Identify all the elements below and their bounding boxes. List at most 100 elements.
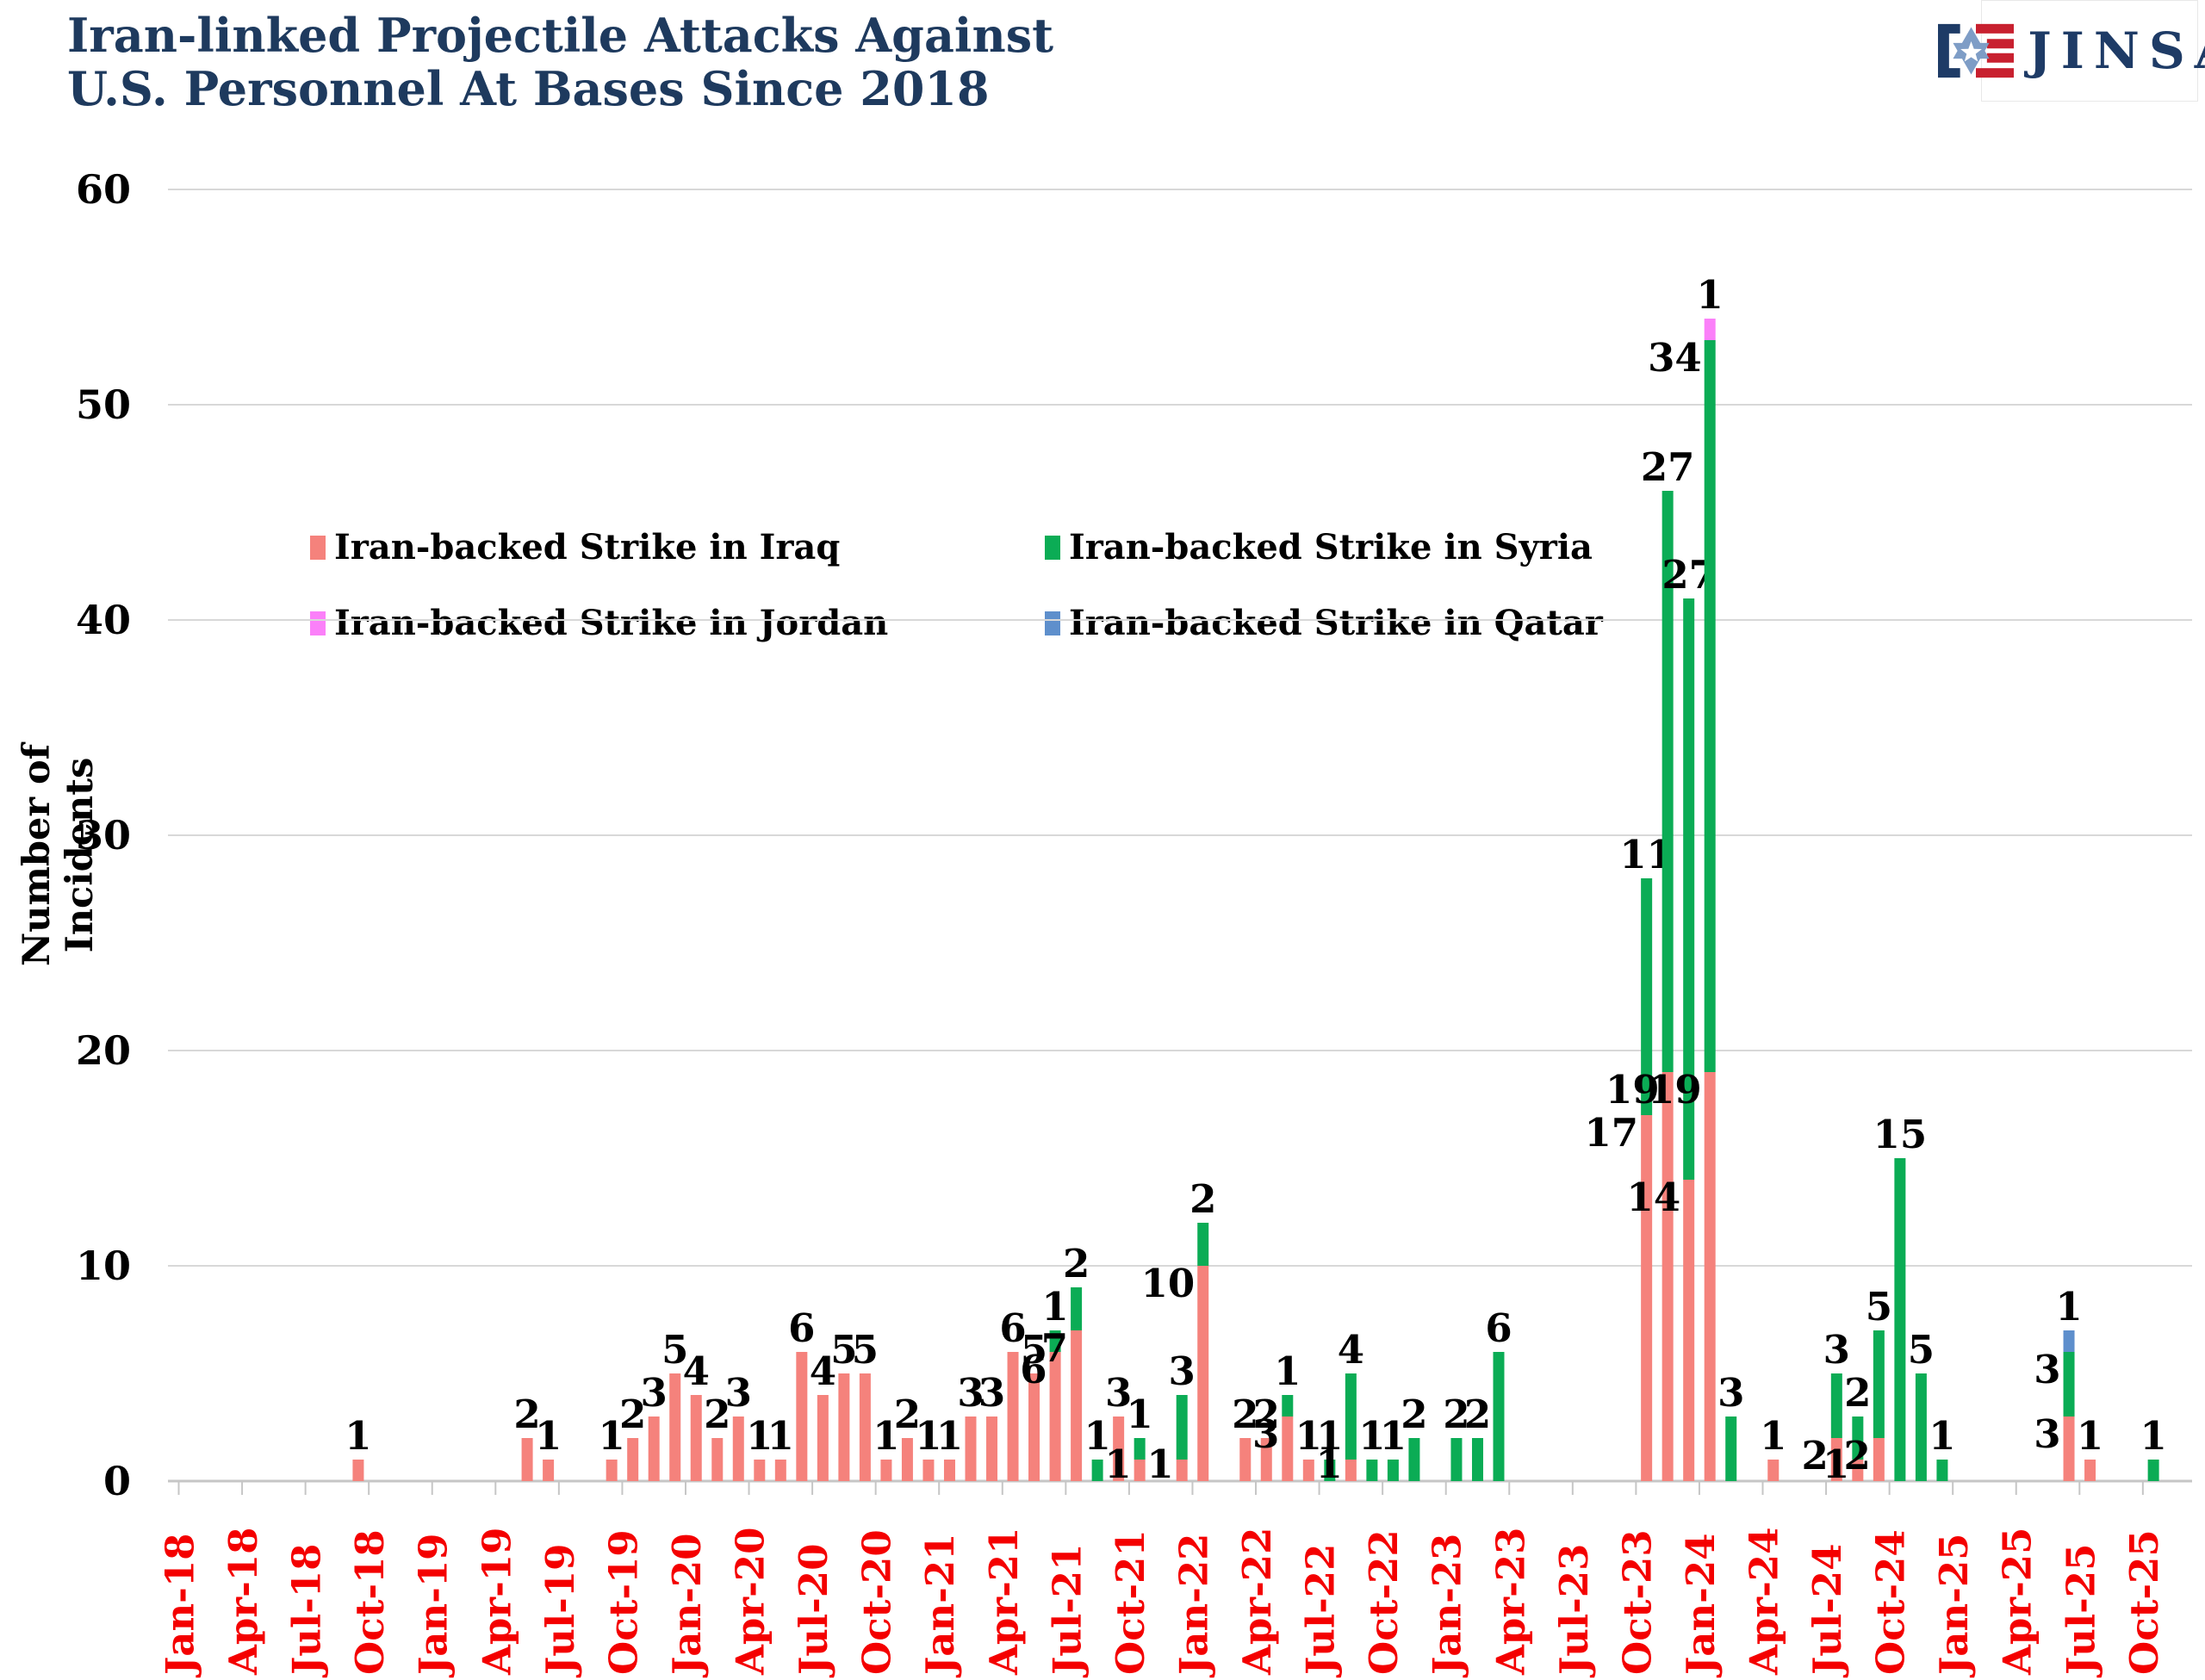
bar-label: 1 — [915, 1413, 941, 1459]
bar-label: 3 — [641, 1370, 668, 1416]
x-tick-label: Apr-20 — [728, 1528, 773, 1676]
bar-segment-syria — [1197, 1223, 1209, 1266]
legend-swatch-iraq — [310, 535, 326, 560]
bar-segment-iraq — [817, 1395, 829, 1481]
legend-item-jordan: Iran-backed Strike in Jordan — [310, 603, 888, 643]
bar-label: 1 — [746, 1413, 773, 1459]
bar-label: 2 — [894, 1392, 921, 1437]
bar-segment-syria — [1915, 1373, 1927, 1481]
bar-segment-syria — [1830, 1373, 1842, 1438]
bar-segment-iraq — [732, 1417, 744, 1481]
bar-segment-iraq — [1830, 1438, 1842, 1481]
bar-label: 1 — [1823, 1441, 1849, 1487]
legend-swatch-qatar — [1045, 611, 1060, 635]
bar-segment-syria — [1071, 1287, 1083, 1330]
bar-label: 2 — [619, 1392, 646, 1437]
bar-segment-jordan — [1704, 319, 1716, 340]
bar-segment-syria — [1704, 340, 1716, 1072]
x-tick-label: Apr-23 — [1488, 1528, 1533, 1676]
bar-label: 3 — [1105, 1370, 1132, 1416]
bar-label: 5 — [1866, 1284, 1892, 1330]
bar-segment-iraq — [543, 1460, 555, 1481]
x-tick-label: Apr-24 — [1742, 1528, 1787, 1676]
x-tick-label: Apr-21 — [981, 1528, 1027, 1676]
bar-label: 3 — [1823, 1327, 1850, 1373]
bar-segment-syria — [1873, 1330, 1885, 1438]
bar-segment-iraq — [1049, 1352, 1061, 1481]
bar-label: 3 — [1252, 1411, 1279, 1457]
x-tick-label: Jan-20 — [664, 1534, 710, 1678]
bar-label: 3 — [978, 1370, 1005, 1416]
legend-label-jordan: Iran-backed Strike in Jordan — [334, 603, 889, 643]
bar-segment-syria — [1049, 1330, 1061, 1352]
bar-segment-syria — [1387, 1460, 1399, 1481]
bar-label: 1 — [1104, 1441, 1131, 1487]
bar-label: 1 — [1760, 1413, 1786, 1459]
bar-segment-iraq — [1345, 1460, 1357, 1481]
bar-segment-iraq — [1176, 1460, 1188, 1481]
legend-swatch-syria — [1045, 535, 1060, 560]
x-tick-label: Jul-18 — [284, 1544, 330, 1678]
bar-label: 1 — [1316, 1441, 1343, 1487]
bar-segment-iraq — [796, 1352, 808, 1481]
y-tick-label: 60 — [76, 166, 131, 213]
bar-segment-syria — [1662, 491, 1674, 1072]
x-tick-label: Oct-22 — [1361, 1529, 1407, 1675]
bar-segment-iraq — [648, 1417, 660, 1481]
x-tick-label: Jan-22 — [1171, 1534, 1216, 1678]
bar-label: 15 — [1873, 1112, 1928, 1157]
bar-label: 1 — [767, 1413, 794, 1459]
bar-segment-iraq — [1641, 1115, 1653, 1481]
x-tick-label: Apr-18 — [220, 1528, 266, 1676]
bar-label: 2 — [1232, 1392, 1258, 1437]
x-tick-label: Oct-23 — [1614, 1529, 1660, 1675]
x-tick-label: Jul-25 — [2058, 1544, 2103, 1678]
bar-label: 2 — [1844, 1370, 1871, 1416]
bar-segment-iraq — [521, 1438, 533, 1481]
bar-segment-syria — [1725, 1417, 1737, 1481]
bar-segment-iraq — [1704, 1072, 1716, 1481]
bar-label: 2 — [1253, 1392, 1280, 1437]
x-tick-label: Apr-19 — [474, 1528, 519, 1676]
bar-segment-syria — [1936, 1460, 1948, 1481]
bar-label: 6 — [1485, 1305, 1512, 1351]
bar-label: 3 — [957, 1370, 984, 1416]
bar-label: 1 — [1380, 1413, 1407, 1459]
x-tick-label: Jan-18 — [158, 1534, 203, 1678]
y-tick-label: 50 — [76, 381, 131, 428]
bar-label: 19 — [1648, 1067, 1702, 1113]
bar-label: 5 — [662, 1327, 688, 1373]
bar-label: 2 — [1844, 1433, 1871, 1479]
bar-label: 1 — [873, 1413, 899, 1459]
bar-segment-iraq — [1852, 1460, 1864, 1481]
legend-item-qatar: Iran-backed Strike in Qatar — [1045, 603, 1603, 643]
bar-segment-syria — [1450, 1438, 1463, 1481]
bar-segment-iraq — [1282, 1417, 1294, 1481]
x-tick-label: Apr-22 — [1234, 1528, 1280, 1676]
bar-label: 2 — [1464, 1392, 1491, 1437]
bar-segment-iraq — [1113, 1417, 1125, 1481]
bar-segment-syria — [1641, 878, 1653, 1115]
bar-label: 2 — [704, 1392, 730, 1437]
bar-label: 17 — [1585, 1110, 1639, 1156]
y-tick-label: 10 — [76, 1243, 131, 1289]
bar-label: 2 — [1189, 1176, 1216, 1222]
x-tick-label: Jan-25 — [1931, 1534, 1977, 1678]
bar-label: 1 — [2077, 1413, 2103, 1459]
x-tick-label: Jul-21 — [1044, 1544, 1090, 1678]
x-tick-label: Oct-25 — [2121, 1529, 2167, 1675]
bar-label: 3 — [1717, 1370, 1744, 1416]
bar-segment-iraq — [901, 1438, 913, 1481]
bar-segment-iraq — [627, 1438, 639, 1481]
legend-item-iraq: Iran-backed Strike in Iraq — [310, 527, 840, 567]
bar-label: 10 — [1141, 1261, 1196, 1306]
bar-segment-iraq — [986, 1417, 998, 1481]
bar-label: 7 — [1041, 1325, 1068, 1371]
bar-segment-syria — [2063, 1352, 2075, 1417]
bar-segment-iraq — [774, 1460, 786, 1481]
x-tick-label: Jul-22 — [1298, 1544, 1344, 1678]
bar-label: 3 — [2034, 1347, 2060, 1392]
bar-label: 6 — [999, 1305, 1026, 1351]
